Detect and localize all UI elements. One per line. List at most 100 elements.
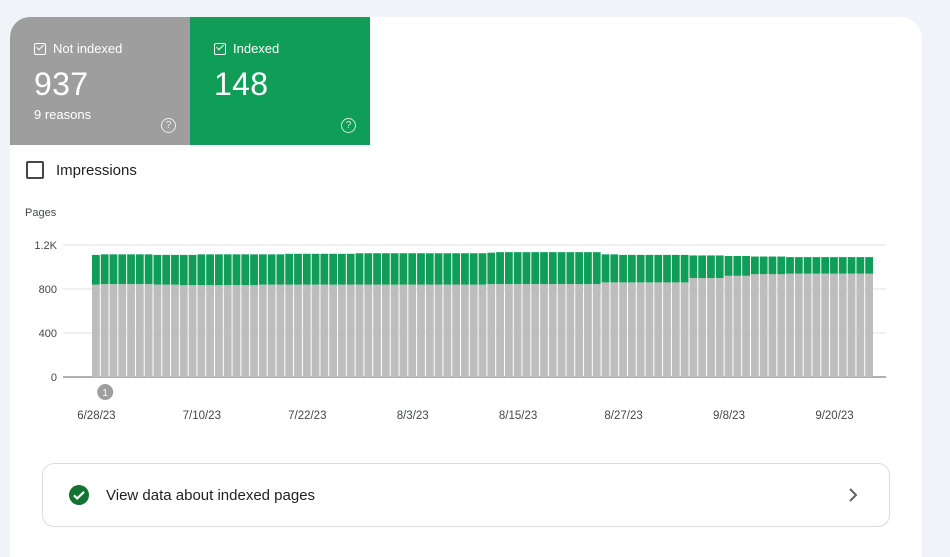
bar-segment	[162, 284, 171, 377]
bar-segment	[329, 284, 338, 377]
bar-segment	[557, 284, 566, 377]
annotation-marker[interactable]	[97, 384, 114, 400]
help-icon[interactable]: ?	[161, 118, 176, 133]
bar-segment	[425, 284, 434, 377]
bar-segment	[92, 284, 100, 377]
bar-segment	[627, 282, 636, 377]
annotation-label: 1	[102, 388, 108, 399]
bar-segment	[724, 256, 733, 276]
bar-segment	[338, 253, 346, 285]
bar-segment	[364, 284, 373, 377]
impressions-toggle[interactable]: Impressions	[26, 161, 137, 179]
bar-segment	[777, 256, 786, 275]
bar-segment	[865, 273, 873, 377]
x-tick-label: 9/8/23	[713, 410, 745, 422]
y-tick-label: 400	[39, 328, 57, 340]
bar-segment	[794, 257, 803, 274]
bar-segment	[144, 254, 153, 285]
bar-segment	[566, 284, 575, 377]
x-tick-label: 7/10/23	[183, 410, 221, 422]
bar-segment	[171, 284, 179, 377]
bar-segment	[285, 284, 294, 377]
pages-bar-chart: Pages 0 400 800 1.2K 6/28/23 7/10/23 7/22/23 8…	[25, 207, 886, 422]
bar-segment	[390, 253, 399, 285]
bar-segment	[144, 284, 153, 377]
bar-segment	[636, 254, 645, 283]
bar-segment	[592, 252, 601, 285]
bar-segment	[188, 285, 197, 377]
not-indexed-reasons: 9 reasons	[34, 107, 92, 122]
bar-segment	[197, 285, 206, 377]
view-indexed-pages-link[interactable]: View data about indexed pages	[42, 463, 890, 527]
bar-segment	[285, 253, 294, 285]
indexed-header: Indexed	[214, 41, 370, 56]
bar-segment	[830, 257, 838, 274]
bar-segment	[592, 284, 601, 377]
bar-segment	[153, 254, 162, 285]
bar-segment	[311, 253, 320, 285]
bar-segment	[188, 254, 197, 286]
bar-segment	[267, 254, 276, 285]
bar-segment	[601, 282, 610, 377]
bar-segment	[715, 255, 724, 278]
x-tick-label: 8/3/23	[397, 410, 429, 422]
bar-segment	[417, 284, 425, 377]
checkbox-checked-icon[interactable]	[34, 42, 46, 55]
bar-segment	[109, 254, 118, 285]
bar-segment	[575, 284, 584, 377]
bar-segment	[338, 284, 346, 377]
bar-segment	[830, 273, 838, 377]
bar-segment	[504, 252, 513, 285]
bar-segment	[636, 282, 645, 377]
impressions-label: Impressions	[56, 161, 137, 179]
bar-segment	[135, 254, 144, 285]
bar-segment	[232, 285, 241, 377]
bar-segment	[478, 253, 487, 285]
bar-segment	[812, 257, 821, 274]
bar-segment	[443, 253, 452, 285]
bar-segment	[663, 254, 671, 283]
bar-segment	[346, 253, 355, 285]
help-icon[interactable]: ?	[341, 118, 356, 133]
bar-segment	[548, 284, 557, 377]
x-tick-label: 8/27/23	[604, 410, 642, 422]
y-tick-label: 0	[51, 372, 57, 384]
bar-segment	[417, 253, 425, 285]
bar-segment	[707, 255, 715, 278]
bar-segment	[408, 253, 417, 285]
indexed-tile[interactable]: Indexed 148 ?	[190, 17, 370, 145]
bar-segment	[504, 284, 513, 377]
y-tick-label: 1.2K	[34, 240, 57, 252]
bar-segment	[768, 256, 777, 275]
bar-segment	[452, 253, 461, 285]
bar-segment	[750, 256, 759, 275]
bar-segment	[759, 274, 768, 377]
bar-segment	[223, 254, 232, 286]
bar-segment	[663, 282, 671, 377]
bar-segment	[381, 253, 390, 285]
bar-segment	[232, 254, 241, 286]
bar-segment	[531, 284, 540, 377]
checkbox-checked-icon[interactable]	[214, 42, 226, 55]
bar-segment	[294, 284, 302, 377]
bar-segment	[487, 252, 496, 285]
bar-segment	[346, 284, 355, 377]
bar-segment	[645, 254, 654, 283]
bar-segment	[803, 273, 812, 377]
bars	[92, 252, 873, 377]
y-tick-label: 800	[39, 284, 57, 296]
bar-segment	[92, 254, 100, 285]
bar-segment	[127, 254, 135, 285]
bar-segment	[373, 253, 381, 285]
not-indexed-tile[interactable]: Not indexed 937 9 reasons ?	[10, 17, 190, 145]
bar-segment	[250, 254, 258, 286]
indexed-count: 148	[214, 66, 269, 102]
checkbox-unchecked-icon[interactable]	[26, 161, 44, 179]
bar-segment	[777, 274, 786, 377]
chart-annotation[interactable]: 1	[97, 384, 114, 400]
bar-segment	[838, 273, 847, 377]
bar-segment	[513, 284, 522, 377]
bar-segment	[601, 254, 610, 283]
check-circle-icon	[69, 485, 89, 505]
not-indexed-label: Not indexed	[53, 41, 123, 56]
